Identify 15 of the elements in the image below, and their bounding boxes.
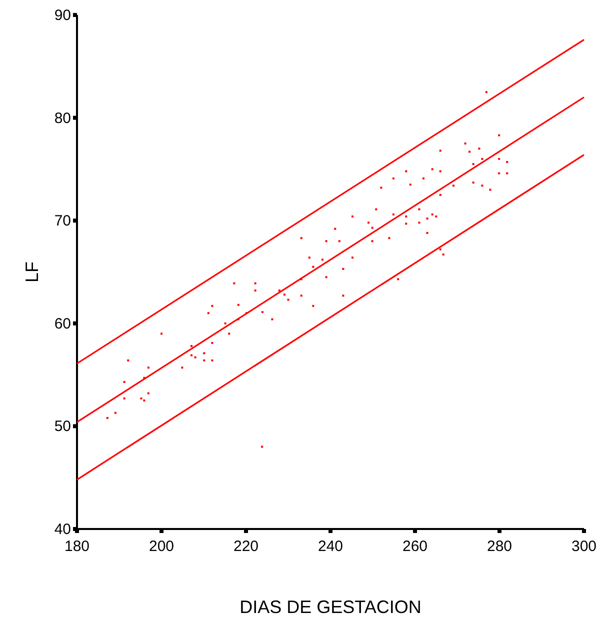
x-axis-title: DIAS DE GESTACION [240,597,422,617]
y-tick-label: 50 [54,418,71,436]
y-tick-label: 90 [54,7,71,24]
y-tick-label: 60 [54,315,71,332]
x-tick-label: 300 [571,538,597,555]
y-tick-label: 40 [54,521,71,538]
x-tick-label: 280 [486,538,512,555]
x-tick-label: 180 [64,538,90,555]
x-tick-label: 220 [233,538,259,555]
y-tick-label: 80 [54,110,71,127]
y-axis-title: LF [22,261,42,283]
y-tick-label: 70 [54,212,71,230]
x-tick-label: 260 [402,538,428,555]
x-tick-label: 240 [318,538,344,555]
x-tick-label: 200 [148,538,174,555]
